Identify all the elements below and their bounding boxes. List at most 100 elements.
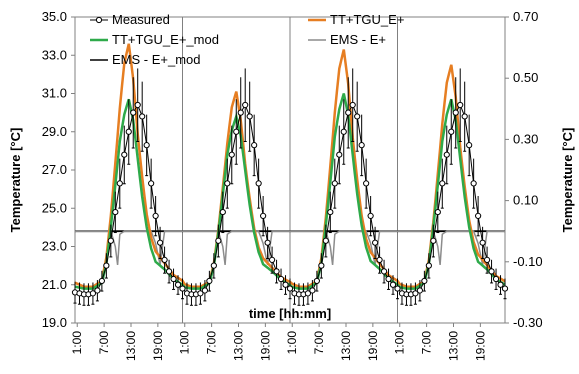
- measured-point: [233, 128, 240, 135]
- day-separators: [182, 17, 398, 323]
- measured-point: [416, 287, 423, 294]
- measured-point: [372, 239, 379, 246]
- measured-point: [309, 287, 316, 294]
- measured-point: [112, 208, 119, 216]
- y-tick-label: 21.0: [42, 277, 67, 292]
- measured-point: [412, 290, 419, 297]
- measured-point: [251, 142, 258, 149]
- measured-point: [492, 275, 500, 283]
- legend-item: TT+TGU_E+_mod: [90, 32, 219, 47]
- measured-point: [501, 285, 509, 292]
- measured-point: [443, 151, 450, 158]
- measured-point: [318, 262, 325, 269]
- measured-point: [394, 285, 401, 292]
- x-tick-label: 13:00: [124, 331, 138, 361]
- measured-point: [322, 237, 329, 244]
- y2-axis-title: Temperature [°C]: [560, 128, 575, 233]
- measured-point: [466, 142, 473, 149]
- measured-point: [116, 180, 123, 187]
- measured-point: [215, 237, 222, 244]
- measured-point: [430, 237, 437, 244]
- measured-point: [161, 256, 168, 263]
- legend: Measured TT+TGU_E+ TT+TGU_E+_mod EMS - E+ EM…: [90, 12, 404, 67]
- legend-label: TT+TGU_E+_mod: [112, 32, 219, 47]
- measured-point: [103, 262, 110, 269]
- y-tick-label: 25.0: [42, 200, 67, 215]
- y-tick-label: 31.0: [42, 86, 67, 101]
- measured-point: [143, 142, 150, 149]
- measured-point: [461, 113, 468, 120]
- measured-point: [479, 239, 486, 246]
- y-tick-label: 35.0: [42, 9, 67, 24]
- measured-point: [331, 180, 338, 187]
- measured-point: [488, 268, 495, 275]
- y-axis-title: Temperature [°C]: [8, 128, 23, 233]
- measured-point: [273, 268, 280, 275]
- measured-point: [179, 285, 186, 292]
- x-tick-label: 13:00: [339, 331, 353, 361]
- measured-point: [358, 142, 365, 149]
- x-axis-title: time [hh:mm]: [249, 306, 331, 321]
- measured-point: [425, 262, 432, 269]
- y2-tick-label: 0.50: [513, 70, 538, 85]
- legend-item: EMS - E+: [308, 32, 386, 47]
- x-tick-label: 1:00: [285, 331, 299, 355]
- measured-point: [470, 180, 477, 187]
- y-axis-left: 19.0 21.0 23.0 25.0 27.0 29.0 31.0 33.0 35.0: [42, 9, 75, 330]
- x-tick-label: 7:00: [312, 331, 326, 355]
- measured-point: [457, 101, 464, 109]
- y2-tick-label: 0.70: [513, 9, 538, 24]
- y-axis-right: -0.30 -0.10 0.10 0.30 0.50 0.70: [505, 9, 543, 330]
- y2-tick-label: -0.10: [513, 254, 543, 269]
- legend-item: EMS - E+_mod: [90, 52, 201, 67]
- measured-point: [264, 239, 271, 246]
- measured-point: [277, 275, 285, 283]
- measured-point: [363, 180, 370, 187]
- measured-point: [313, 277, 320, 285]
- x-tick-label: 7:00: [97, 331, 111, 355]
- measured-point: [380, 268, 388, 275]
- measured-point: [165, 268, 173, 275]
- measured-point: [157, 239, 164, 246]
- y-tick-label: 27.0: [42, 162, 67, 177]
- y-tick-label: 23.0: [42, 239, 67, 254]
- measured-point: [170, 275, 177, 283]
- x-tick-label: 7:00: [420, 331, 434, 355]
- measured-point: [121, 151, 128, 158]
- y-tick-label: 29.0: [42, 124, 67, 139]
- measured-point: [389, 281, 397, 288]
- measured-point: [139, 113, 146, 120]
- measured-point: [228, 151, 235, 158]
- measured-point: [421, 277, 428, 285]
- measured-point: [152, 212, 159, 219]
- measured-point: [174, 281, 182, 288]
- legend-label: EMS - E+_mod: [112, 52, 201, 67]
- series-layer: [71, 43, 509, 306]
- x-tick-label: 13:00: [446, 331, 460, 361]
- legend-label: EMS - E+: [330, 32, 386, 47]
- measured-point: [125, 128, 132, 135]
- measured-point: [327, 208, 334, 216]
- measured-point: [260, 212, 267, 219]
- series-measured: [71, 68, 509, 306]
- y2-tick-label: 0.10: [513, 193, 538, 208]
- measured-point: [130, 109, 137, 116]
- measured-point: [345, 109, 352, 116]
- measured-point: [336, 151, 343, 158]
- x-tick-label: 7:00: [205, 331, 219, 355]
- legend-label: Measured: [112, 12, 170, 27]
- measured-point: [210, 262, 217, 269]
- measured-point: [304, 290, 312, 297]
- measured-point: [255, 180, 262, 187]
- measured-point: [282, 281, 289, 288]
- x-tick-label: 1:00: [393, 331, 407, 355]
- measured-point: [385, 275, 392, 283]
- measured-point: [242, 101, 249, 109]
- measured-point: [286, 285, 294, 292]
- x-tick-label: 13:00: [231, 331, 245, 361]
- x-tick-label: 19:00: [151, 331, 165, 361]
- measured-point: [206, 277, 213, 285]
- measured-point: [448, 128, 455, 135]
- y2-tick-label: -0.30: [513, 315, 543, 330]
